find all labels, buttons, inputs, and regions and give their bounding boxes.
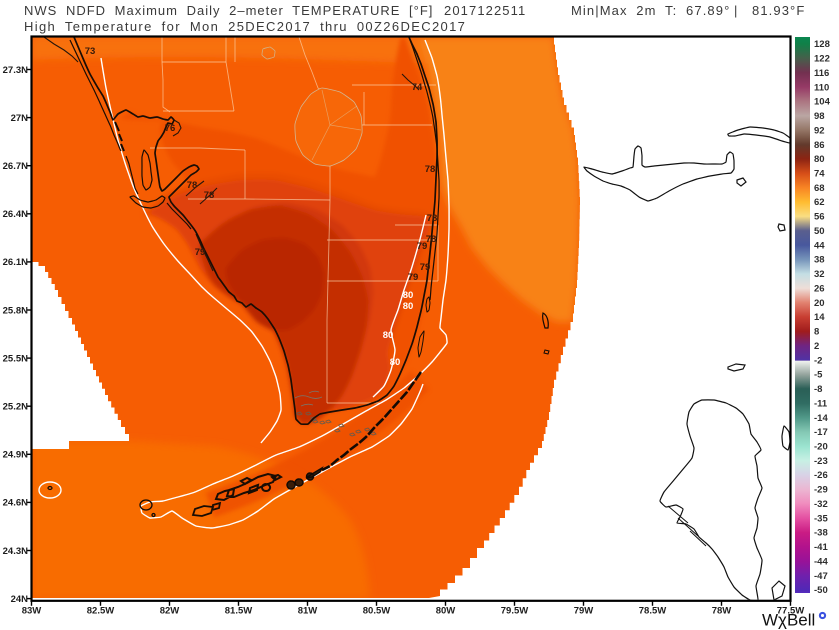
svg-text:79.5W: 79.5W: [501, 606, 528, 617]
svg-text:122: 122: [814, 54, 830, 65]
svg-text:-32: -32: [814, 499, 828, 510]
svg-text:WχBell: WχBell: [762, 611, 815, 630]
svg-text:79: 79: [417, 241, 428, 252]
svg-text:-35: -35: [814, 513, 828, 524]
svg-text:27.3N: 27.3N: [3, 65, 28, 76]
svg-text:24.3N: 24.3N: [3, 546, 28, 557]
svg-text:79: 79: [195, 247, 206, 258]
svg-text:80.5W: 80.5W: [363, 606, 390, 617]
svg-text:77.5W: 77.5W: [777, 606, 804, 617]
svg-text:25.8N: 25.8N: [3, 305, 28, 316]
svg-text:24.9N: 24.9N: [3, 450, 28, 461]
svg-text:-23: -23: [814, 456, 828, 467]
svg-text:-14: -14: [814, 413, 828, 424]
svg-text:78: 78: [204, 190, 215, 201]
svg-text:-38: -38: [814, 528, 828, 539]
svg-text:26: 26: [814, 284, 825, 295]
svg-text:86: 86: [814, 140, 825, 151]
svg-text:-20: -20: [814, 442, 828, 453]
svg-text:80W: 80W: [436, 606, 456, 617]
svg-text:38: 38: [814, 255, 825, 266]
svg-text:80: 80: [814, 154, 825, 165]
svg-text:92: 92: [814, 125, 825, 136]
svg-text:8: 8: [814, 327, 819, 338]
svg-text:25.2N: 25.2N: [3, 402, 28, 413]
svg-text:78W: 78W: [712, 606, 732, 617]
svg-text:80: 80: [390, 357, 401, 368]
svg-text:-17: -17: [814, 427, 828, 438]
svg-text:25.5N: 25.5N: [3, 353, 28, 364]
svg-text:78.5W: 78.5W: [639, 606, 666, 617]
svg-text:80: 80: [383, 330, 394, 341]
svg-text:-2: -2: [814, 355, 822, 366]
svg-text:50: 50: [814, 226, 825, 237]
svg-text:26.4N: 26.4N: [3, 209, 28, 220]
svg-text:44: 44: [814, 240, 825, 251]
svg-text:79: 79: [420, 262, 431, 273]
svg-text:62: 62: [814, 197, 825, 208]
svg-text:76: 76: [165, 123, 176, 134]
svg-text:98: 98: [814, 111, 825, 122]
svg-text:78: 78: [187, 180, 198, 191]
svg-text:81.5W: 81.5W: [225, 606, 252, 617]
svg-text:56: 56: [814, 212, 825, 223]
svg-text:-11: -11: [814, 398, 828, 409]
svg-text:-47: -47: [814, 571, 828, 582]
svg-text:-50: -50: [814, 585, 828, 596]
svg-text:24.6N: 24.6N: [3, 498, 28, 509]
svg-text:74: 74: [814, 169, 825, 180]
svg-text:-29: -29: [814, 485, 828, 496]
svg-text:20: 20: [814, 298, 825, 309]
svg-text:78: 78: [425, 164, 436, 175]
svg-text:2: 2: [814, 341, 819, 352]
svg-text:82.5W: 82.5W: [87, 606, 114, 617]
svg-text:83W: 83W: [22, 606, 42, 617]
svg-text:110: 110: [814, 82, 829, 93]
svg-text:79W: 79W: [574, 606, 594, 617]
svg-text:82W: 82W: [160, 606, 180, 617]
svg-text:26.1N: 26.1N: [3, 257, 28, 268]
svg-text:74: 74: [412, 82, 423, 93]
svg-text:104: 104: [814, 97, 831, 108]
svg-text:32: 32: [814, 269, 825, 280]
svg-text:78: 78: [426, 234, 437, 245]
svg-text:24N: 24N: [11, 594, 29, 605]
svg-text:-26: -26: [814, 470, 828, 481]
svg-text:73: 73: [85, 46, 96, 57]
svg-text:116: 116: [814, 68, 829, 79]
svg-text:26.7N: 26.7N: [3, 161, 28, 172]
svg-text:128: 128: [814, 39, 830, 50]
svg-text:27N: 27N: [11, 113, 29, 124]
svg-text:-5: -5: [814, 370, 823, 381]
svg-text:-8: -8: [814, 384, 822, 395]
svg-text:14: 14: [814, 312, 825, 323]
svg-text:-44: -44: [814, 556, 828, 567]
svg-text:81W: 81W: [298, 606, 318, 617]
svg-text:78: 78: [427, 213, 438, 224]
svg-text:68: 68: [814, 183, 825, 194]
svg-text:-41: -41: [814, 542, 828, 553]
svg-text:80: 80: [403, 290, 414, 301]
svg-text:80: 80: [403, 301, 414, 312]
svg-text:79: 79: [408, 272, 419, 283]
